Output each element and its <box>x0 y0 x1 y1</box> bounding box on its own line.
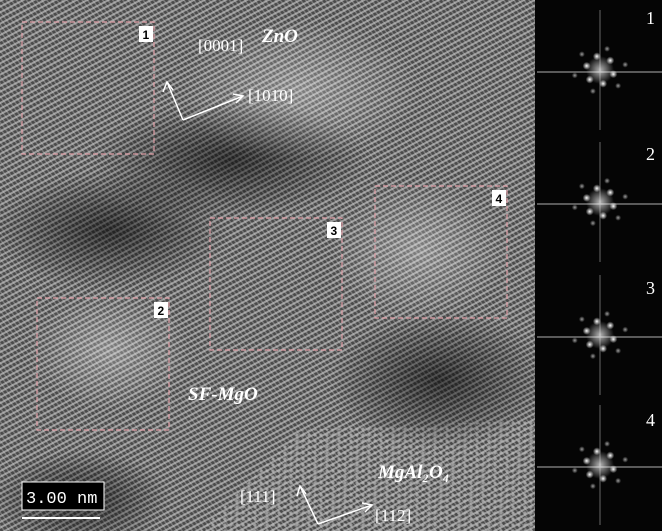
fft-number: 2 <box>646 144 655 164</box>
fft-spot <box>593 184 601 192</box>
fft-strip: 1 2 3 4 <box>535 0 662 531</box>
fft-spot <box>572 204 578 210</box>
fft-spot <box>604 441 610 447</box>
fft-spot <box>615 83 621 89</box>
fft-spot <box>622 457 628 463</box>
fft-spot <box>572 467 578 473</box>
fft-spot <box>593 447 601 455</box>
fft-spot <box>590 220 596 226</box>
fft-spot <box>590 483 596 489</box>
fft-spot <box>615 478 621 484</box>
direction-label: [112̄] <box>375 506 411 525</box>
fft-spot <box>583 327 591 335</box>
fft-spot <box>586 208 594 216</box>
fft-spot <box>622 327 628 333</box>
micrograph: 1 2 3 4 1 2 3 4 ZnO [0001] [101̄0] SF-MgO MgAl… <box>0 0 662 531</box>
fft-spot <box>583 194 591 202</box>
fft-spot <box>599 212 607 220</box>
fft-spot <box>579 183 585 189</box>
hrtem-image <box>0 0 550 531</box>
fft-spot <box>590 88 596 94</box>
region-number: 2 <box>158 304 165 318</box>
fft-spot <box>609 202 617 210</box>
fft-spot <box>572 337 578 343</box>
fft-number: 3 <box>646 278 655 298</box>
direction-label: [111] <box>240 487 276 506</box>
fft-spot <box>599 345 607 353</box>
fft-spot <box>583 457 591 465</box>
fft-spot <box>579 446 585 452</box>
fft-spot <box>609 335 617 343</box>
fft-spot <box>604 178 610 184</box>
fft-spot <box>590 353 596 359</box>
direction-label: [101̄0] <box>248 86 293 105</box>
fft-spot <box>579 51 585 57</box>
phase-label: MgAl₂O₄ <box>377 462 449 483</box>
fft-spot <box>615 348 621 354</box>
fft-spot <box>586 341 594 349</box>
fft-spot <box>606 56 614 64</box>
fft-spot <box>622 62 628 68</box>
direction-label: [0001] <box>198 36 243 55</box>
fft-spot <box>586 76 594 84</box>
region-number: 3 <box>331 224 338 238</box>
fft-spot <box>622 194 628 200</box>
fft-spot <box>593 52 601 60</box>
fft-spot <box>586 471 594 479</box>
fft-spot <box>579 316 585 322</box>
region-number: 4 <box>496 192 503 206</box>
region-number: 1 <box>143 28 150 42</box>
fft-spot <box>606 188 614 196</box>
phase-label: ZnO <box>261 26 298 47</box>
fft-spot <box>606 321 614 329</box>
fft-number: 1 <box>646 8 655 28</box>
fft-spot <box>604 46 610 52</box>
fft-spot <box>609 70 617 78</box>
phase-label: SF-MgO <box>188 384 258 405</box>
fft-spot <box>606 451 614 459</box>
scale-bar-label: 3.00 nm <box>26 490 97 509</box>
fft-spot <box>599 475 607 483</box>
fft-spot <box>604 311 610 317</box>
fft-spot <box>593 317 601 325</box>
fft-spot <box>609 465 617 473</box>
fft-spot <box>615 215 621 221</box>
fft-spot <box>599 80 607 88</box>
fft-spot <box>572 72 578 78</box>
fft-number: 4 <box>646 410 655 430</box>
fft-spot <box>583 62 591 70</box>
